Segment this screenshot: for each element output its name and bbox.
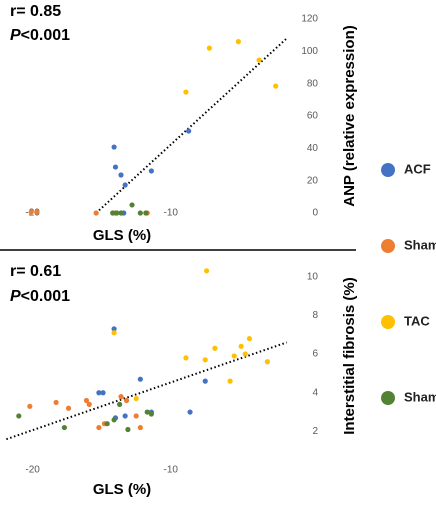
data-point	[137, 210, 143, 216]
y-tick-label: 100	[301, 46, 318, 57]
data-point	[242, 351, 248, 357]
data-point	[256, 57, 262, 63]
x-tick-label: -10	[163, 208, 178, 219]
data-point	[61, 424, 67, 431]
data-point	[111, 326, 117, 332]
data-point	[129, 202, 135, 208]
data-point	[264, 359, 270, 365]
data-point	[34, 209, 40, 215]
data-point	[100, 390, 106, 396]
data-point	[148, 168, 154, 174]
data-point	[123, 397, 130, 404]
annotation: r= 0.85	[10, 3, 61, 20]
data-point	[122, 182, 128, 188]
y-axis-title: ANP (relative expression)	[341, 25, 358, 206]
legend-marker	[381, 391, 395, 405]
legend-marker	[381, 315, 395, 329]
data-point	[112, 164, 119, 170]
y-tick-label: 20	[307, 175, 319, 186]
data-point	[83, 397, 90, 404]
data-point	[148, 411, 154, 417]
data-point	[238, 343, 244, 349]
annotation: P<0.001	[10, 288, 70, 305]
data-point	[96, 424, 102, 431]
y-tick-label: 6	[312, 349, 318, 360]
y-tick-label: 40	[307, 143, 319, 154]
data-point	[118, 172, 124, 178]
trendline	[6, 341, 288, 441]
y-tick-label: 10	[307, 271, 319, 282]
data-point	[231, 353, 237, 359]
data-point	[110, 210, 116, 216]
data-point	[144, 409, 150, 415]
y-tick-label: 4	[312, 387, 318, 398]
legend-label: TAC	[404, 313, 430, 328]
data-point	[246, 335, 253, 342]
data-point	[133, 395, 139, 402]
data-point	[227, 378, 233, 384]
data-point	[96, 390, 102, 396]
data-point	[137, 376, 143, 382]
data-point	[186, 128, 192, 134]
data-point	[202, 357, 208, 363]
data-point	[183, 355, 189, 361]
data-point	[212, 345, 218, 351]
data-point	[122, 413, 128, 419]
legend-marker	[381, 239, 395, 253]
y-tick-label: 120	[301, 14, 318, 25]
y-tick-label: 80	[307, 78, 319, 89]
data-point	[273, 83, 279, 89]
y-tick-label: 2	[312, 426, 318, 437]
data-point	[104, 421, 110, 427]
data-point	[206, 45, 212, 51]
data-point	[125, 426, 131, 433]
y-tick-label: 8	[312, 310, 318, 321]
data-point	[111, 330, 117, 336]
data-point	[235, 39, 241, 45]
data-point	[86, 401, 92, 407]
x-axis-title: GLS (%)	[93, 481, 151, 498]
legend-label: Shamₜ	[404, 389, 436, 404]
data-point	[111, 144, 117, 150]
data-point	[187, 409, 193, 415]
data-point	[118, 210, 124, 216]
data-point	[143, 210, 149, 216]
x-tick-label: -20	[25, 465, 40, 476]
annotation: r= 0.61	[10, 263, 61, 280]
legend-marker	[381, 163, 395, 177]
data-point	[111, 417, 117, 423]
annotation: P<0.001	[10, 27, 70, 44]
y-tick-label: 60	[307, 111, 319, 122]
data-point	[53, 399, 59, 406]
data-point	[27, 403, 33, 409]
data-point	[202, 378, 208, 384]
x-tick-label: -10	[163, 465, 178, 476]
data-point	[65, 405, 72, 411]
data-point	[118, 394, 124, 400]
data-point	[28, 209, 34, 215]
legend-label: Shamₐ	[404, 237, 436, 252]
legend-label: ACF	[404, 161, 431, 176]
trendline	[95, 37, 288, 214]
x-axis-title: GLS (%)	[93, 227, 151, 244]
data-point	[133, 413, 139, 419]
y-tick-label: 0	[312, 208, 318, 219]
data-point	[183, 89, 189, 95]
data-point	[117, 401, 123, 407]
data-point	[137, 424, 143, 431]
data-point	[204, 268, 210, 274]
data-point	[93, 210, 99, 216]
data-point	[114, 210, 120, 216]
data-point	[16, 413, 22, 419]
y-axis-title: Interstitial fibrosis (%)	[341, 277, 358, 435]
